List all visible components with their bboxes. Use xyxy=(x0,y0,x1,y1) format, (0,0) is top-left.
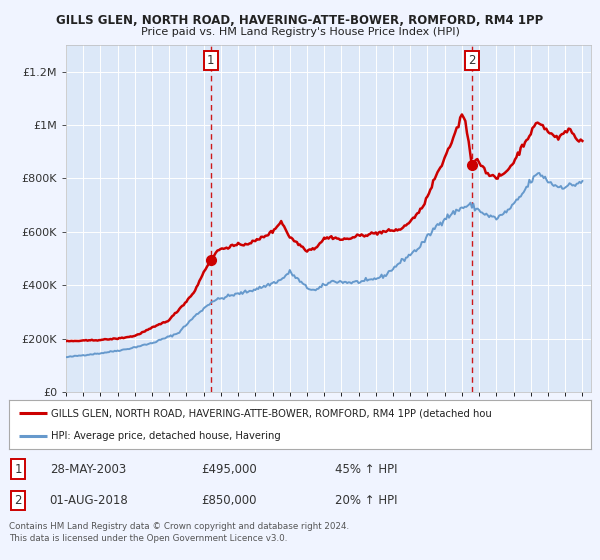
Text: 20% ↑ HPI: 20% ↑ HPI xyxy=(335,494,397,507)
Text: £495,000: £495,000 xyxy=(201,463,257,476)
Text: HPI: Average price, detached house, Havering: HPI: Average price, detached house, Have… xyxy=(52,431,281,441)
Text: 01-AUG-2018: 01-AUG-2018 xyxy=(50,494,128,507)
Text: £850,000: £850,000 xyxy=(201,494,257,507)
Text: GILLS GLEN, NORTH ROAD, HAVERING-ATTE-BOWER, ROMFORD, RM4 1PP: GILLS GLEN, NORTH ROAD, HAVERING-ATTE-BO… xyxy=(56,14,544,27)
Text: 45% ↑ HPI: 45% ↑ HPI xyxy=(335,463,397,476)
Text: 28-MAY-2003: 28-MAY-2003 xyxy=(50,463,126,476)
Text: Contains HM Land Registry data © Crown copyright and database right 2024.
This d: Contains HM Land Registry data © Crown c… xyxy=(9,522,349,543)
Text: GILLS GLEN, NORTH ROAD, HAVERING-ATTE-BOWER, ROMFORD, RM4 1PP (detached hou: GILLS GLEN, NORTH ROAD, HAVERING-ATTE-BO… xyxy=(52,408,492,418)
Text: 1: 1 xyxy=(207,54,215,67)
Text: 1: 1 xyxy=(14,463,22,476)
Text: 2: 2 xyxy=(468,54,476,67)
Text: Price paid vs. HM Land Registry's House Price Index (HPI): Price paid vs. HM Land Registry's House … xyxy=(140,27,460,37)
Text: 2: 2 xyxy=(14,494,22,507)
